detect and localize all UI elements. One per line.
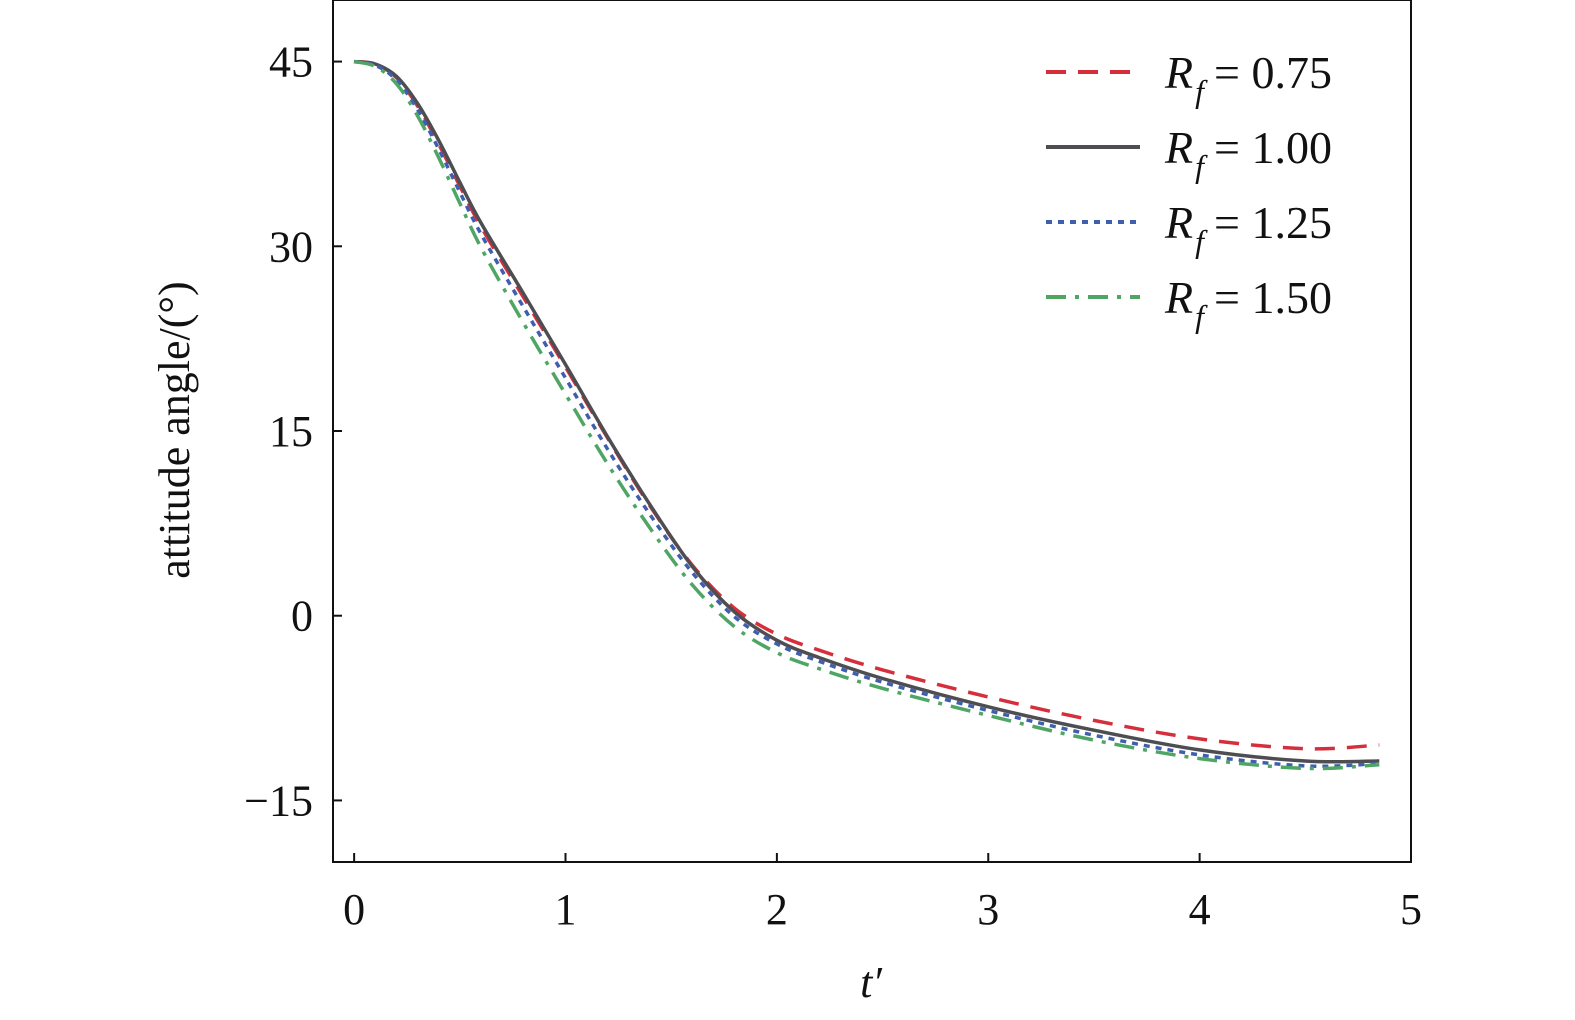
x-axis-label: t′ (860, 958, 883, 1007)
y-tick-label: 45 (269, 38, 313, 87)
x-tick-label: 2 (766, 885, 788, 934)
x-tick-label: 3 (977, 885, 999, 934)
legend-label: Rf = 0.75 (1164, 47, 1332, 109)
x-tick-label: 1 (555, 885, 577, 934)
y-tick-label: 30 (269, 222, 313, 271)
legend: Rf = 0.75 Rf = 1.00 Rf = 1.25 Rf = 1.50 (1046, 47, 1332, 334)
series-lines (353, 59, 1380, 771)
x-tick-label: 4 (1189, 885, 1211, 934)
legend-label: Rf = 1.00 (1164, 122, 1332, 184)
legend-label: Rf = 1.50 (1164, 272, 1332, 334)
y-axis-label: attitude angle/(°) (150, 281, 199, 578)
y-tick-label: −15 (244, 776, 313, 825)
x-tick-label: 0 (343, 885, 365, 934)
legend-label: Rf = 1.25 (1164, 197, 1332, 259)
y-tick-label: 0 (291, 592, 313, 641)
y-tick-label: 15 (269, 407, 313, 456)
tick-marks (333, 60, 1412, 862)
series-line (353, 59, 1380, 764)
x-tick-label: 5 (1400, 885, 1422, 934)
